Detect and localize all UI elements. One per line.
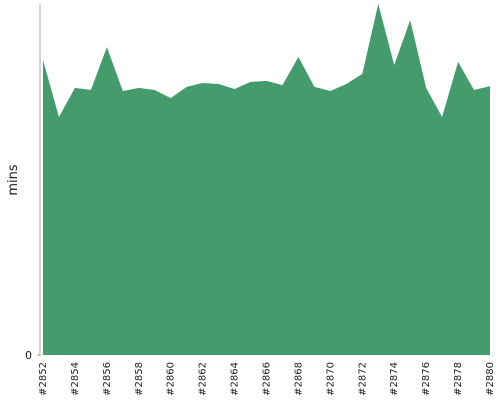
x-tick-label: #2878	[453, 362, 464, 396]
x-tick-label: #2860	[166, 362, 177, 396]
x-tick-label: #2880	[485, 362, 496, 396]
x-tick-label: #2858	[134, 362, 145, 396]
x-tick-label: #2870	[325, 362, 336, 396]
x-tick-label: #2876	[421, 362, 432, 396]
x-tick-label: #2872	[357, 362, 368, 396]
x-tick-label: #2862	[198, 362, 209, 396]
x-tick-label: #2868	[293, 362, 304, 396]
x-tick-label: #2854	[70, 362, 81, 396]
x-tick-label: #2864	[230, 362, 241, 396]
y-tick-label: 0	[25, 349, 32, 362]
x-tick-label: #2874	[389, 362, 400, 396]
x-tick-label: #2866	[262, 362, 273, 396]
area	[43, 4, 490, 355]
y-axis-label: mins	[6, 164, 21, 196]
x-tick-label: #2852	[38, 362, 49, 396]
x-tick-label: #2856	[102, 362, 113, 396]
